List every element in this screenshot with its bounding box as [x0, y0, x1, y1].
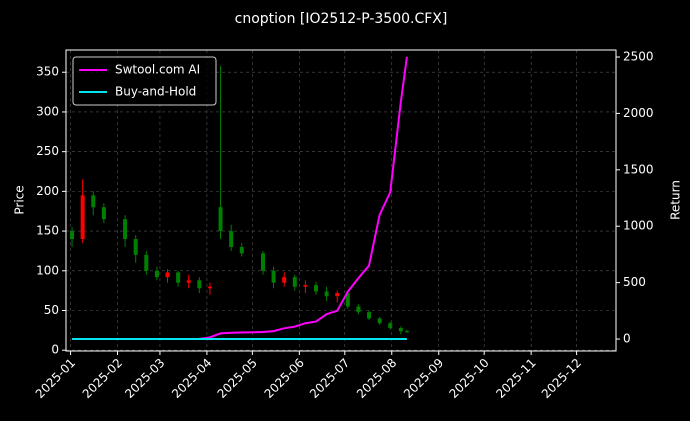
candle-body [144, 254, 149, 271]
x-tick-label: 2025-11 [493, 356, 538, 401]
x-tick-label: 2025-08 [354, 356, 399, 401]
candle-body [303, 285, 308, 287]
candle-body [80, 195, 85, 240]
candle-body [388, 323, 393, 328]
candle-body [239, 246, 244, 254]
y2-tick-label: 500 [623, 275, 646, 289]
y2-tick-label: 2500 [623, 49, 654, 63]
candle-body [356, 306, 361, 313]
y-tick-label: 0 [51, 343, 59, 357]
candle-body [324, 291, 329, 297]
candle-body [282, 277, 287, 283]
x-tick-label: 2025-03 [122, 356, 167, 401]
x-tick-label: 2025-01 [33, 356, 78, 401]
candle-body [345, 293, 350, 307]
candle-body [176, 272, 181, 283]
candle-body [123, 219, 128, 240]
legend-label: Swtool.com AI [115, 63, 200, 77]
candle-body [292, 277, 297, 287]
candle-body [207, 286, 212, 289]
candle-body [335, 293, 340, 297]
y-tick-label: 50 [44, 303, 59, 317]
legend-box [72, 56, 217, 106]
y2-tick-label: 1000 [623, 219, 654, 233]
x-tick-label: 2025-07 [307, 356, 352, 401]
x-tick-label: 2025-05 [215, 356, 260, 401]
y2-tick-label: 2000 [623, 106, 654, 120]
x-tick-label: 2025-04 [169, 356, 214, 401]
candle-body [154, 270, 159, 278]
x-tick-label: 2025-02 [80, 356, 125, 401]
y-tick-label: 350 [36, 65, 59, 79]
candle-body [260, 253, 265, 271]
x-tick-label: 2025-12 [539, 356, 584, 401]
legend: Swtool.com AI Buy-and-Hold [72, 56, 217, 106]
candle-body [229, 231, 234, 247]
candle-body [271, 270, 276, 283]
y-axis-label: Price [13, 185, 27, 214]
candle-body [91, 195, 96, 208]
y2-axis-label: Return [669, 180, 683, 220]
candle-body [377, 318, 382, 324]
candle-body [165, 272, 170, 278]
y-tick-label: 100 [36, 263, 59, 277]
x-tick-label: 2025-09 [401, 356, 446, 401]
candle-body [197, 280, 202, 289]
candle-body [398, 327, 403, 332]
candle-body [133, 239, 138, 255]
legend-label: Buy-and-Hold [115, 85, 196, 99]
y-tick-label: 300 [36, 104, 59, 118]
candle-body [186, 280, 191, 283]
y2-tick-label: 1500 [623, 162, 654, 176]
x-tick-label: 2025-06 [262, 356, 307, 401]
y2-tick-label: 0 [623, 332, 631, 346]
candle-body [404, 331, 409, 333]
chart-title: cnoption [IO2512-P-3500.CFX] [235, 11, 448, 27]
y-tick-label: 150 [36, 224, 59, 238]
candle-body [70, 231, 75, 240]
y-tick-label: 250 [36, 144, 59, 158]
candle-body [101, 207, 106, 220]
y-tick-label: 200 [36, 184, 59, 198]
candle-body [314, 285, 318, 292]
plot-frame [65, 49, 617, 352]
x-tick-label: 2025-10 [446, 356, 491, 401]
candle-body [367, 312, 372, 319]
candle-body [218, 207, 223, 232]
